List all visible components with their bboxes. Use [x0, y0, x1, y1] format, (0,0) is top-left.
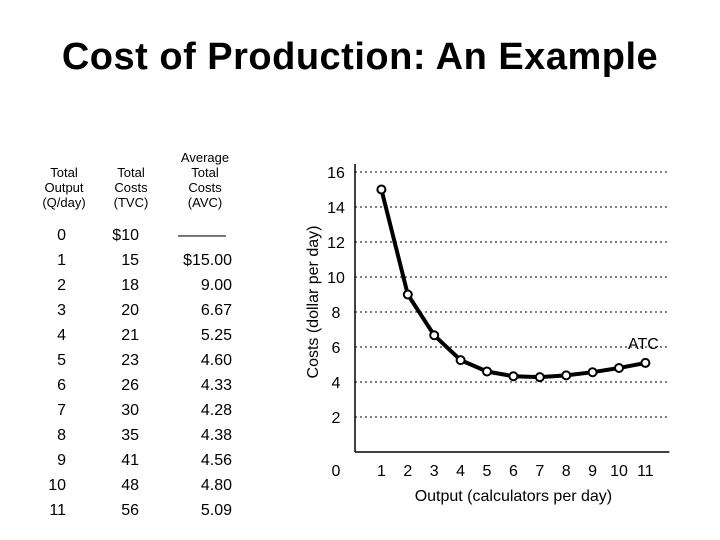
avc-cell: 4.60 [200, 352, 232, 369]
avc-cell: ——— [178, 227, 226, 244]
y-tick-label: 14 [327, 200, 345, 217]
tvc-cell: 56 [121, 502, 139, 519]
atc-point [614, 363, 624, 373]
output-cell: 4 [57, 327, 66, 344]
x-tick-label: 6 [509, 463, 518, 480]
header-line: Total [117, 165, 145, 180]
output-cell: 10 [48, 477, 66, 494]
avc-cell: 4.56 [200, 452, 232, 469]
avc-cell: 5.25 [200, 327, 232, 344]
atc-point [482, 366, 492, 377]
x-tick-label: 8 [562, 463, 571, 480]
x-tick-label: 7 [535, 463, 544, 480]
header-line: Costs [114, 180, 148, 195]
tvc-cell: 21 [121, 327, 139, 344]
output-cell: 0 [57, 227, 66, 244]
atc-label: ATC [628, 336, 659, 353]
atc-point [508, 371, 519, 382]
output-cell: 2 [57, 277, 66, 294]
x-tick-label: 9 [588, 463, 597, 480]
atc-point [534, 372, 545, 383]
y-tick-label: 2 [332, 410, 341, 427]
x-tick-label: 4 [456, 463, 465, 480]
avc-cell: 4.28 [200, 402, 232, 419]
header-line: Costs [188, 180, 222, 195]
x-tick-label: 0 [332, 463, 341, 480]
tvc-cell: 15 [121, 252, 139, 269]
avc-cell: 5.09 [200, 502, 232, 519]
output-cell: 9 [57, 452, 66, 469]
tvc-cell: 23 [121, 352, 139, 369]
y-tick-label: 8 [332, 305, 341, 322]
atc-point [640, 357, 651, 368]
tvc-cell: 48 [121, 477, 139, 494]
tvc-cell: 20 [121, 302, 139, 319]
x-axis-label: Output (calculators per day) [415, 488, 612, 505]
output-cell: 5 [57, 352, 66, 369]
tvc-cell: $10 [112, 227, 139, 244]
tvc-cell: 35 [121, 427, 139, 444]
atc-curve [379, 189, 646, 380]
atc-point [561, 370, 572, 381]
avc-cell: 4.80 [200, 477, 232, 494]
tvc-cell: 26 [121, 377, 139, 394]
tvc-cell: 18 [121, 277, 139, 294]
atc-point [402, 289, 413, 300]
x-tick-label: 1 [377, 463, 386, 480]
header-line: Total [50, 165, 78, 180]
header-line: Total [191, 165, 219, 180]
x-tick-label: 3 [430, 463, 439, 480]
tvc-cell: 30 [121, 402, 139, 419]
header-line: Average [180, 150, 230, 165]
output-cell: 11 [49, 502, 66, 519]
y-tick-label: 4 [332, 375, 341, 392]
x-tick-label: 5 [483, 463, 492, 480]
atc-point [455, 355, 466, 366]
avc-cell: 6.67 [200, 302, 232, 319]
output-cell: 3 [57, 302, 66, 319]
header-line: (TVC) [113, 195, 149, 210]
header-line: (AVC) [187, 195, 223, 210]
y-tick-label: 12 [327, 235, 345, 252]
y-tick-label: 10 [327, 270, 345, 287]
slide-title: Cost of Production: An Example [61, 36, 659, 78]
atc-point [587, 367, 598, 378]
header-line: Output [44, 180, 84, 195]
y-tick-label: 6 [332, 340, 341, 357]
output-cell: 1 [57, 252, 66, 269]
output-cell: 8 [57, 427, 66, 444]
avc-cell: 4.33 [200, 377, 232, 394]
tvc-cell: 41 [121, 452, 139, 469]
x-tick-label: 10 [610, 463, 628, 480]
y-tick-label: 16 [327, 165, 345, 182]
atc-point [376, 184, 387, 195]
header-average-total-costs: Average Total Costs (AVC) [165, 150, 245, 210]
avc-cell: 4.38 [200, 427, 232, 444]
avc-cell: 9.00 [200, 277, 232, 294]
header-total-output: Total Output (Q/day) [24, 165, 104, 210]
avc-cell: $15.00 [183, 252, 232, 269]
output-cell: 6 [57, 377, 66, 394]
x-tick-label: 2 [403, 463, 412, 480]
header-total-costs: Total Costs (TVC) [91, 165, 171, 210]
header-line: (Q/day) [42, 195, 86, 210]
output-cell: 7 [57, 402, 66, 419]
x-tick-label: 11 [637, 463, 654, 480]
y-axis-label: Costs (dollar per day) [305, 226, 322, 379]
atc-point [429, 330, 440, 341]
